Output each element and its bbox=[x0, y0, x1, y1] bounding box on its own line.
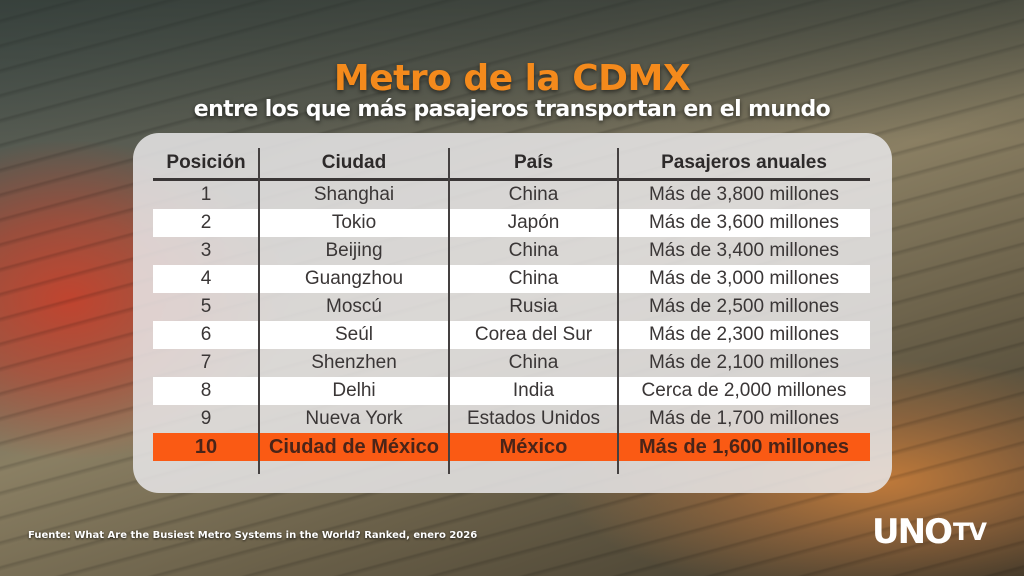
source-note: Fuente: What Are the Busiest Metro Syste… bbox=[28, 530, 478, 541]
passengers-cell: Más de 1,700 millones bbox=[648, 408, 840, 429]
passengers-cell: Más de 3,600 millones bbox=[648, 212, 840, 233]
country-cell: China bbox=[508, 352, 559, 373]
city-cell: Guangzhou bbox=[304, 268, 404, 289]
table-row-highlighted: 10 Ciudad de México México Más de 1,600 … bbox=[153, 433, 870, 461]
passengers-cell: Más de 1,600 millones bbox=[638, 435, 850, 458]
table-row: 9 Nueva York Estados Unidos Más de 1,700… bbox=[153, 405, 870, 433]
table-row: 8 Delhi India Cerca de 2,000 millones bbox=[153, 377, 870, 405]
position-cell: 9 bbox=[200, 408, 212, 429]
country-cell: México bbox=[499, 435, 568, 458]
passengers-cell: Más de 3,000 millones bbox=[648, 268, 840, 289]
table-header-row: Posición Ciudad País Pasajeros anuales bbox=[153, 148, 870, 181]
passengers-cell: Cerca de 2,000 millones bbox=[641, 380, 847, 401]
city-cell: Beijing bbox=[325, 240, 383, 261]
table-row: 1 Shanghai China Más de 3,800 millones bbox=[153, 181, 870, 209]
position-cell: 1 bbox=[200, 184, 212, 205]
column-divider bbox=[258, 148, 260, 474]
passengers-cell: Más de 2,500 millones bbox=[648, 296, 840, 317]
city-cell: Delhi bbox=[332, 380, 376, 401]
table-row: 6 Seúl Corea del Sur Más de 2,300 millon… bbox=[153, 321, 870, 349]
country-cell: Japón bbox=[507, 212, 560, 233]
country-cell: China bbox=[508, 184, 559, 205]
column-header-passengers: Pasajeros anuales bbox=[661, 152, 827, 173]
position-cell: 8 bbox=[200, 380, 212, 401]
page-title: Metro de la CDMX bbox=[333, 58, 691, 99]
city-cell: Moscú bbox=[326, 296, 382, 317]
city-cell: Shenzhen bbox=[311, 352, 397, 373]
passengers-cell: Más de 3,400 millones bbox=[648, 240, 840, 261]
column-header-country: País bbox=[513, 152, 554, 173]
column-divider bbox=[617, 148, 619, 474]
passengers-cell: Más de 2,300 millones bbox=[648, 324, 840, 345]
country-cell: Rusia bbox=[509, 296, 558, 317]
position-cell: 7 bbox=[200, 352, 212, 373]
column-header-city: Ciudad bbox=[321, 152, 387, 173]
position-cell: 2 bbox=[200, 212, 212, 233]
position-cell: 5 bbox=[200, 296, 212, 317]
city-cell: Shanghai bbox=[313, 184, 395, 205]
position-cell: 6 bbox=[200, 324, 212, 345]
country-cell: India bbox=[512, 380, 555, 401]
country-cell: China bbox=[508, 268, 559, 289]
position-cell: 3 bbox=[200, 240, 212, 261]
position-cell: 4 bbox=[200, 268, 212, 289]
table-row: 5 Moscú Rusia Más de 2,500 millones bbox=[153, 293, 870, 321]
city-cell: Tokio bbox=[331, 212, 377, 233]
passengers-cell: Más de 3,800 millones bbox=[648, 184, 840, 205]
logo-suffix-text: TV bbox=[952, 518, 987, 546]
city-cell: Nueva York bbox=[305, 408, 403, 429]
column-divider bbox=[448, 148, 450, 474]
unotv-logo: UNO TV bbox=[872, 512, 992, 552]
city-cell: Ciudad de México bbox=[268, 435, 440, 458]
table-row: 3 Beijing China Más de 3,400 millones bbox=[153, 237, 870, 265]
passengers-cell: Más de 2,100 millones bbox=[648, 352, 840, 373]
position-cell: 10 bbox=[194, 435, 218, 458]
page-subtitle: entre los que más pasajeros transportan … bbox=[193, 97, 831, 122]
column-header-position: Posición bbox=[166, 152, 246, 173]
table-row: 2 Tokio Japón Más de 3,600 millones bbox=[153, 209, 870, 237]
table-row: 7 Shenzhen China Más de 2,100 millones bbox=[153, 349, 870, 377]
ranking-table: Posición Ciudad País Pasajeros anuales 1… bbox=[153, 148, 870, 461]
country-cell: China bbox=[508, 240, 559, 261]
country-cell: Estados Unidos bbox=[466, 408, 601, 429]
city-cell: Seúl bbox=[334, 324, 374, 345]
background-shade bbox=[0, 0, 1024, 140]
country-cell: Corea del Sur bbox=[474, 324, 593, 345]
table-row: 4 Guangzhou China Más de 3,000 millones bbox=[153, 265, 870, 293]
logo-main-text: UNO bbox=[872, 512, 953, 552]
